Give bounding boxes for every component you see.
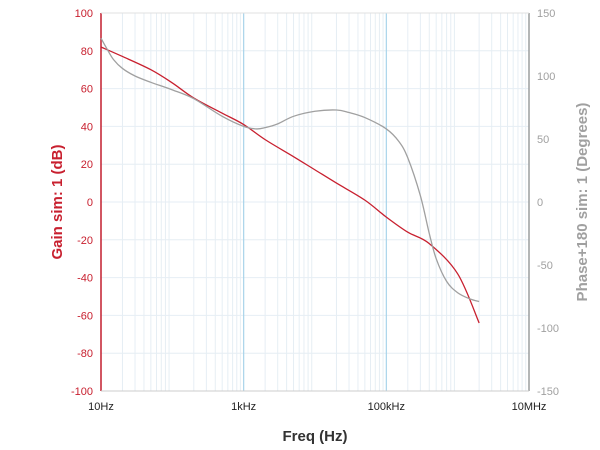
right-tick-label: 50 [537,134,549,146]
x-tick-label: 100kHz [368,401,405,413]
tick-labels: 100 80 60 40 20 0 -20 -40 -60 -80 -100 150 100 50 0 -50… [71,8,559,413]
left-tick-label: -20 [77,235,93,247]
right-tick-label: 0 [537,197,543,209]
left-tick-label: 40 [81,121,93,133]
right-tick-label: -150 [537,386,559,398]
x-tick-label: 1kHz [231,401,256,413]
left-tick-label: 20 [81,159,93,171]
gain-series-line [100,46,480,324]
left-tick-label: 100 [75,8,93,20]
grid [100,12,530,392]
axes [100,12,530,392]
right-tick-label: -50 [537,260,553,272]
left-tick-label: 0 [87,197,93,209]
left-tick-label: -80 [77,348,93,360]
right-tick-label: 150 [537,8,555,20]
left-tick-label: -40 [77,273,93,285]
right-tick-label: -100 [537,323,559,335]
left-axis-title: Gain sim: 1 (dB) [49,144,66,259]
left-tick-label: -100 [71,386,93,398]
left-tick-label: -60 [77,310,93,322]
x-tick-label: 10Hz [88,401,114,413]
x-tick-label: 10MHz [512,401,547,413]
phase-series-line [100,37,480,303]
right-tick-label: 100 [537,71,555,83]
left-tick-label: 60 [81,84,93,96]
right-axis-title: Phase+180 sim: 1 (Degrees) [574,103,591,302]
x-axis-title: Freq (Hz) [283,428,348,445]
series-group [100,37,480,324]
left-tick-label: 80 [81,46,93,58]
